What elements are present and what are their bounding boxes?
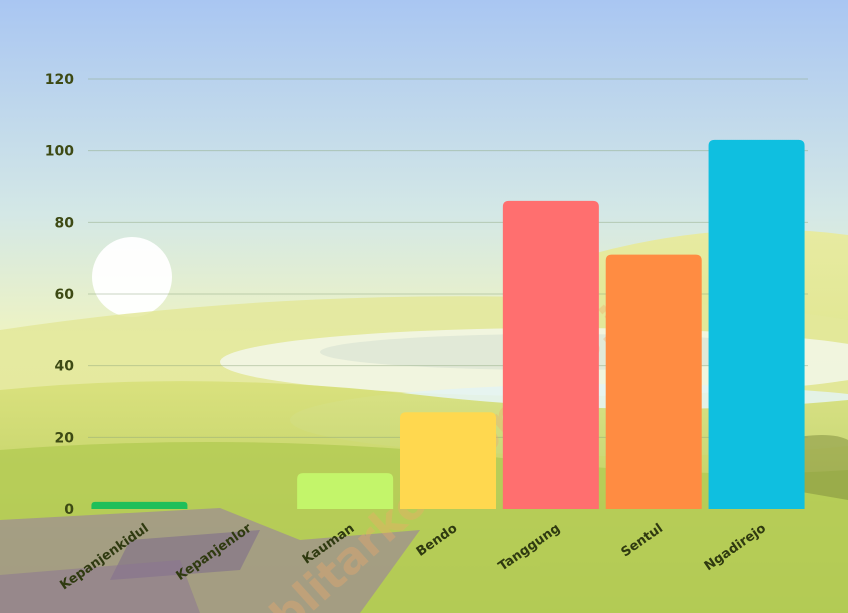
y-tick-label: 100 <box>45 144 74 160</box>
bar-tanggung[interactable] <box>502 200 599 510</box>
bar-ngadirejo[interactable] <box>708 139 805 509</box>
x-tick-label-ngadirejo: Ngadirejo <box>702 521 769 574</box>
x-tick-label-kepanjenkidul: Kepanjenkidul <box>57 521 151 593</box>
y-tick-label: 120 <box>45 72 74 88</box>
y-axis-tick-labels: 0 20 40 60 80 100 120 <box>45 72 74 518</box>
bars <box>91 139 805 510</box>
bar-sentul[interactable] <box>605 254 702 509</box>
bar-kauman[interactable] <box>297 473 394 509</box>
y-tick-label: 20 <box>55 430 75 446</box>
x-tick-label-kepanjenlor: Kepanjenlor <box>174 521 255 584</box>
bar-kepanjenkidul[interactable] <box>91 501 188 509</box>
bar-bendo[interactable] <box>400 412 496 509</box>
x-tick-label-sentul: Sentul <box>619 521 666 560</box>
y-tick-label: 80 <box>55 215 75 231</box>
y-tick-label: 60 <box>55 287 75 303</box>
x-tick-label-tanggung: Tanggung <box>496 521 563 574</box>
y-tick-label: 40 <box>55 359 75 375</box>
y-tick-label: 0 <box>64 502 74 518</box>
